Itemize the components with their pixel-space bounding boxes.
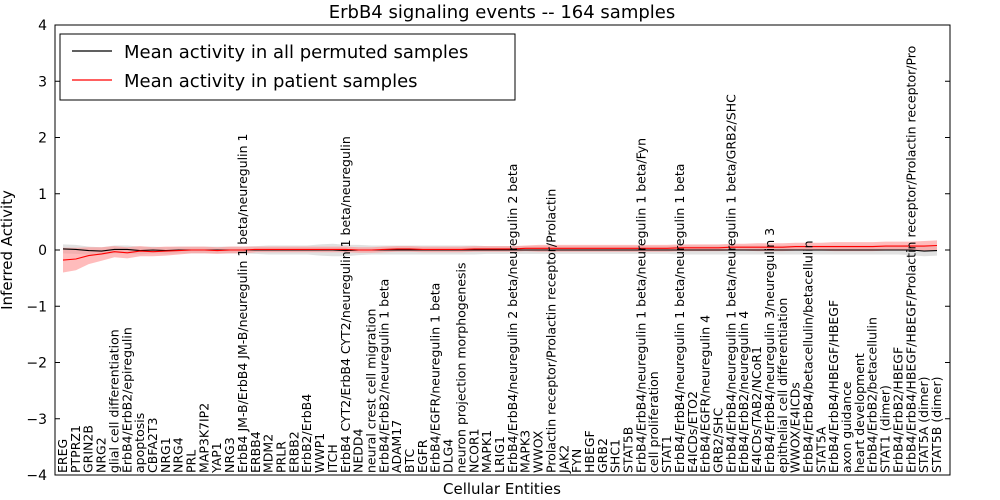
legend: Mean activity in all permuted samples Me… <box>59 33 516 101</box>
category-label: STAT1 (dimer) <box>878 385 893 473</box>
y-tick-label: −4 <box>26 468 47 484</box>
y-tick-label: −3 <box>26 412 47 428</box>
category-label: ErbB4/EGFR/neuregulin 4 <box>698 315 713 473</box>
category-label: STAT5A (dimer) <box>916 377 931 473</box>
category-label: glial cell differentiation <box>106 329 121 473</box>
category-label: CBFA2T3 <box>145 418 160 473</box>
category-label: ERBB2 <box>286 431 301 473</box>
category-label: ErbB4/ErbB4/neuregulin 1 beta/neuregulin… <box>672 164 687 473</box>
category-label: ADAM17 <box>389 420 404 473</box>
category-label: ErbB4/ErbB2/HBEGF <box>890 347 905 473</box>
category-label: MDM2 <box>261 434 276 473</box>
category-label: NRG4 <box>171 437 186 473</box>
category-label: GRB2 <box>595 438 610 473</box>
category-label: GRIN2B <box>81 425 96 473</box>
category-label: MAP3K7IP2 <box>196 403 211 473</box>
y-axis: −4 −3 −2 −1 0 1 2 3 4 <box>26 18 950 484</box>
category-label: MAPK3 <box>518 430 533 473</box>
category-label: FYN <box>569 449 584 473</box>
series-lines <box>62 244 938 261</box>
category-label: ErbB4/ErbB4/neuregulin 1 beta/neuregulin… <box>723 94 738 473</box>
category-label: PRL <box>184 450 199 473</box>
category-label: ErbB4/ErbB2/neuregulin 4 <box>736 311 751 473</box>
category-label: MAPK1 <box>479 430 494 473</box>
category-label: ErbB4/ErbB4/HBEGF/HBEGF/Prolactin recept… <box>903 46 918 473</box>
category-label: ErbB4 CYT2/ErbB4 CYT2/neuregulin 1 beta/… <box>338 136 353 473</box>
category-label: JAK2 <box>556 445 571 474</box>
category-label: Prolactin receptor/Prolactin receptor/Pr… <box>543 189 558 473</box>
category-label: GRB2/SHC <box>711 408 726 473</box>
category-label: STAT5B (dimer) <box>929 377 944 473</box>
category-label: STAT1 <box>659 435 674 473</box>
y-axis-label: Inferred Activity <box>0 190 16 310</box>
category-label: epithelial cell differentiation <box>775 298 790 473</box>
y-tick-label: 0 <box>38 243 47 259</box>
category-label: ErbB4/ErbB4/neuregulin 1 beta/neuregulin… <box>633 138 648 473</box>
y-tick-label: 1 <box>38 187 47 203</box>
category-label: neuron projection morphogenesis <box>453 262 468 473</box>
category-label: E4ICDs/ETO2 <box>685 391 700 473</box>
category-label: NRG1 <box>158 437 173 473</box>
legend-box <box>59 33 516 101</box>
category-label: cell proliferation <box>646 371 661 473</box>
category-label: apoptosis <box>132 413 147 473</box>
category-label: LRIG1 <box>492 436 507 473</box>
category-label: SHC1 <box>608 439 623 473</box>
y-tick-label: 2 <box>38 131 47 147</box>
chart-title: ErbB4 signaling events -- 164 samples <box>329 2 676 23</box>
category-label: EREG <box>55 439 70 473</box>
category-label: axon guidance <box>839 381 854 473</box>
category-label: ErbB4/ErbB4/neuregulin 3/neuregulin 3 <box>762 228 777 473</box>
category-label: NCOR1 <box>466 428 481 473</box>
category-label: ErbB4/ErbB2/epiregulin <box>119 327 134 473</box>
category-label: ErbB4/ErbB4/neuregulin 2 beta/neuregulin… <box>505 164 520 473</box>
category-label: neural crest cell migration <box>364 309 379 473</box>
patient-band <box>63 240 937 273</box>
category-label: ErbB4/EGFR/neuregulin 1 beta <box>428 283 443 473</box>
category-label: EGFR <box>415 439 430 473</box>
category-label: PTPRZ1 <box>68 425 83 473</box>
category-label: ErbB4/ErbB2/neuregulin 1 beta <box>376 279 391 473</box>
category-label: WWP1 <box>312 433 327 473</box>
y-tick-label: −1 <box>26 299 47 315</box>
category-label: ErbB4/ErbB2/betacellulin <box>865 317 880 473</box>
category-label: NRG3 <box>222 437 237 473</box>
category-label: STAT5A <box>813 426 828 473</box>
category-label: NEDD4 <box>351 429 366 473</box>
legend-label-permuted: Mean activity in all permuted samples <box>124 42 468 63</box>
category-label: WWOX <box>531 430 546 473</box>
category-label: NRG2 <box>94 437 109 473</box>
category-label: STAT5B <box>621 427 636 473</box>
category-label: WWOX/E4ICDs <box>788 382 803 473</box>
category-label: ErbB2/ErbB4 <box>299 394 314 473</box>
legend-label-patient: Mean activity in patient samples <box>124 71 418 92</box>
category-label: ErbB4/ErbB4/betacellulin/betacellulin <box>801 240 816 473</box>
patient-mean-line <box>62 244 938 261</box>
category-label: YAP1 <box>209 442 224 474</box>
category-label: ErbB4 JM-B/ErbB4 JM-B/neuregulin 1 beta/… <box>235 134 250 473</box>
y-tick-label: 4 <box>38 18 47 34</box>
category-label: ITCH <box>325 444 340 473</box>
category-label: heart development <box>852 353 867 473</box>
category-label: ERBB4 <box>248 431 263 473</box>
category-label: BTC <box>402 449 417 473</box>
category-label: HBEGF <box>582 430 597 473</box>
category-label: ErbB4/ErbB4/HBEGF/HBEGF <box>826 300 841 473</box>
category-label: E4ICDs/TAB2/NCoR1 <box>749 346 764 473</box>
category-label: DLG4 <box>441 439 456 473</box>
x-axis-label: Cellular Entities <box>443 480 561 498</box>
y-tick-label: 3 <box>38 74 47 90</box>
y-tick-label: −2 <box>26 356 47 372</box>
category-label: PRLR <box>274 441 289 473</box>
